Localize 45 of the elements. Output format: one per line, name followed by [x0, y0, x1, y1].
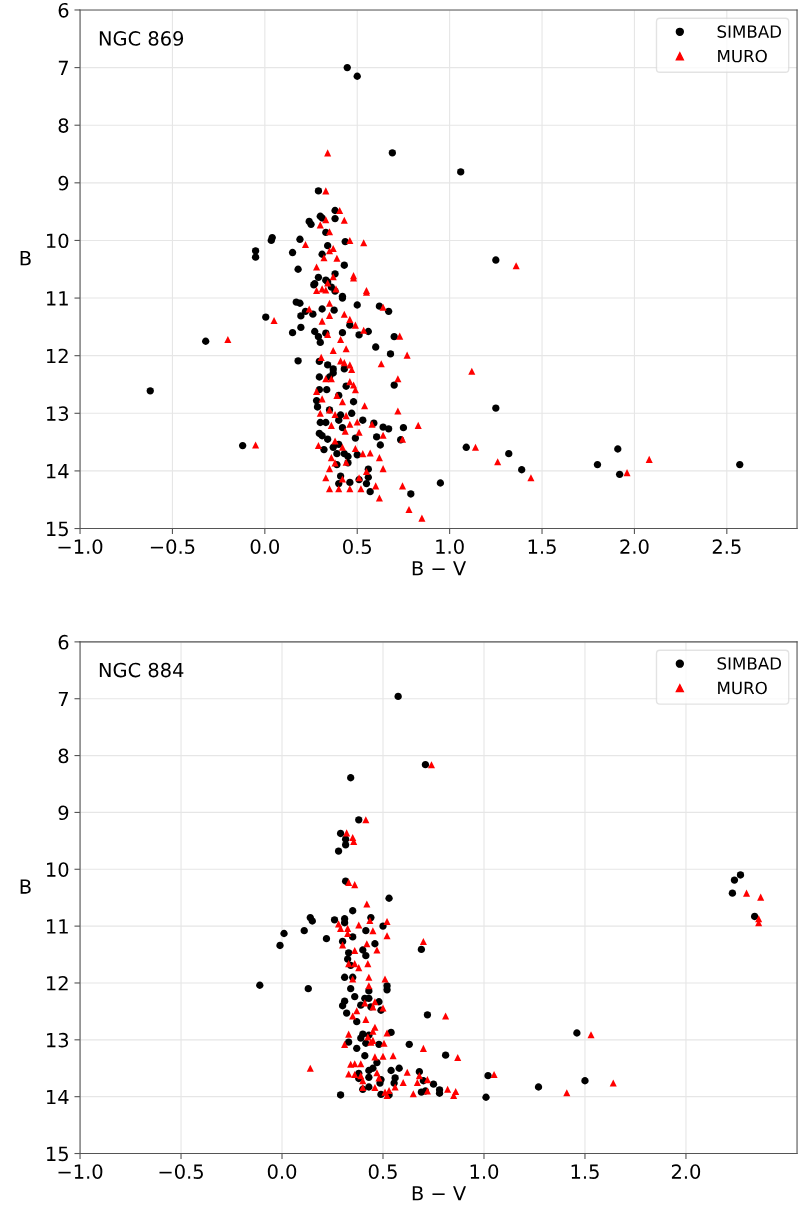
y-tick-label: 12 [47, 975, 68, 991]
y-tick-label: 10 [47, 233, 69, 249]
x-tick-label: 2.0 [671, 1164, 701, 1179]
x-tick-label: −0.5 [159, 1164, 203, 1179]
x-tick-label: 0.5 [343, 539, 371, 554]
legend-label: MURO [718, 681, 767, 695]
x-tick-label: −1.0 [58, 539, 103, 554]
y-tick-label: 8 [58, 118, 69, 133]
x-tick-label: 0.0 [250, 539, 279, 554]
x-tick-label: −1.0 [58, 1164, 103, 1179]
annotation: NGC 884 [99, 662, 184, 678]
x-tick-label: 1.0 [470, 1164, 499, 1179]
x-tick-label: 1.0 [436, 539, 464, 554]
x-tick-label: 2.5 [712, 539, 741, 554]
x-tick-label: 0.5 [368, 1164, 397, 1179]
x-axis-title: B − V [412, 1186, 467, 1201]
y-tick-label: 6 [58, 2, 69, 18]
x-tick-label: −0.5 [150, 539, 195, 554]
y-tick-label: 9 [58, 805, 69, 821]
y-tick-label: 15 [47, 521, 68, 537]
y-tick-label: 8 [58, 748, 69, 764]
y-tick-label: 10 [47, 862, 69, 877]
x-tick-label: 1.5 [528, 539, 556, 554]
x-tick-label: 2.0 [620, 539, 649, 554]
y-tick-label: 7 [58, 60, 68, 75]
y-axis-title: B [20, 251, 31, 266]
legend-label: SIMBAD [717, 25, 782, 38]
y-tick-label: 7 [58, 691, 68, 707]
legend-label: SIMBAD [717, 657, 782, 670]
y-tick-label: 14 [47, 464, 69, 479]
x-tick-label: 0.0 [267, 1164, 297, 1179]
legend-label: MURO [718, 49, 767, 63]
y-tick-label: 13 [47, 406, 69, 421]
y-tick-label: 11 [47, 919, 68, 934]
y-tick-label: 14 [47, 1089, 69, 1105]
y-tick-label: 12 [47, 348, 68, 364]
y-tick-label: 9 [58, 175, 69, 191]
y-tick-label: 6 [58, 634, 69, 650]
x-tick-label: 1.5 [571, 1164, 599, 1179]
y-axis-title: B [20, 879, 31, 894]
y-tick-label: 11 [47, 291, 68, 306]
y-tick-label: 13 [47, 1032, 69, 1048]
y-tick-label: 15 [47, 1146, 68, 1162]
annotation: NGC 869 [99, 31, 184, 46]
x-axis-title: B − V [412, 561, 467, 576]
